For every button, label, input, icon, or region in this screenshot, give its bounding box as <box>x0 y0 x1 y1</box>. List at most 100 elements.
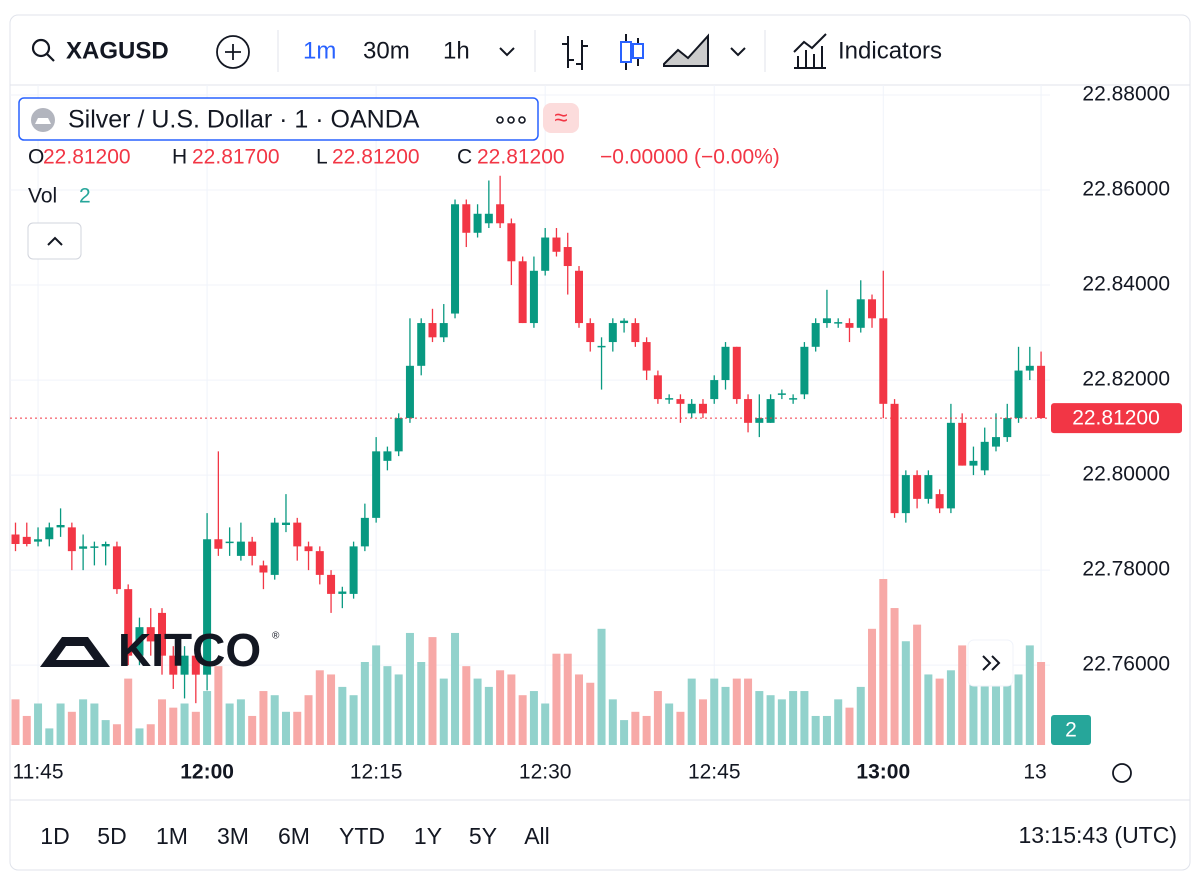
ohlc-value: 22.81200 <box>43 146 131 169</box>
volume-bar <box>439 678 448 745</box>
x-tick-label: 12:30 <box>519 761 572 784</box>
volume-bar <box>203 691 212 745</box>
candle-body <box>191 655 200 675</box>
search-icon[interactable] <box>31 38 51 58</box>
candle-body <box>158 612 167 656</box>
bars-icon[interactable] <box>562 36 588 70</box>
status-badge[interactable] <box>543 103 579 133</box>
range-button[interactable]: YTD <box>339 823 385 849</box>
volume-bar <box>642 715 651 745</box>
symbol[interactable]: XAGUSD <box>66 37 169 64</box>
volume-bar <box>67 711 76 745</box>
candle-body <box>597 345 606 348</box>
more-icon[interactable] <box>496 116 526 124</box>
status-icon: ≈ <box>554 104 567 131</box>
indicators-icon[interactable] <box>793 33 827 69</box>
candle-body <box>304 546 313 552</box>
candle-body <box>462 204 471 233</box>
volume-bar <box>811 715 820 745</box>
volume-bar <box>822 715 831 745</box>
volume-bar <box>777 699 786 745</box>
y-tick-label: 22.78000 <box>1082 558 1170 581</box>
volume-bar <box>575 674 583 745</box>
watermark-mark: ® <box>272 631 280 642</box>
candle-body <box>11 534 20 545</box>
candle-body <box>946 422 955 509</box>
range-button[interactable]: 5Y <box>469 823 497 849</box>
chevron[interactable] <box>499 47 515 57</box>
candle-body <box>879 318 888 404</box>
volume-bar <box>586 682 595 745</box>
candle-body <box>868 299 877 319</box>
ohlc-key: C <box>457 146 472 169</box>
candle-body <box>563 247 572 267</box>
candle-body <box>642 342 651 371</box>
volume-bar <box>901 641 910 745</box>
volume-bar <box>315 670 324 745</box>
candle-body <box>22 536 31 545</box>
volume-bar <box>597 628 606 745</box>
candle-body <box>732 346 741 400</box>
volume-bar <box>462 666 471 745</box>
chevron[interactable] <box>730 47 746 57</box>
interval[interactable]: 1m <box>303 37 336 64</box>
volume-bar <box>732 678 741 745</box>
range-button[interactable]: 1Y <box>414 823 442 849</box>
volume-bar <box>101 720 110 745</box>
vol-label: Vol <box>28 185 57 208</box>
area-icon[interactable] <box>663 33 709 67</box>
candle-body <box>293 522 302 547</box>
candle-body <box>608 323 617 343</box>
candle-body <box>653 375 662 400</box>
range-button[interactable]: All <box>524 823 550 849</box>
collapse-button[interactable] <box>27 222 82 260</box>
volume-bar <box>1014 674 1023 745</box>
volume-bar <box>766 695 775 745</box>
volume-bar <box>676 711 685 745</box>
x-tick-label: 12:00 <box>180 761 234 784</box>
candle-body <box>991 437 1000 447</box>
indicators-button[interactable]: Indicators <box>838 37 942 64</box>
candle-body <box>338 591 347 594</box>
candle-body <box>698 403 707 414</box>
compare-button[interactable] <box>216 35 250 69</box>
candle-body <box>766 399 775 423</box>
x-tick-label: 12:15 <box>350 761 403 784</box>
clock: 13:15:43 (UTC) <box>1018 822 1177 848</box>
volume-bar <box>304 695 313 745</box>
range-button[interactable]: 6M <box>278 823 310 849</box>
range-button[interactable]: 3M <box>217 823 249 849</box>
volume-bar <box>293 711 302 745</box>
candle-body <box>631 323 640 343</box>
interval[interactable]: 1h <box>443 37 470 64</box>
volume-bar <box>372 645 381 745</box>
volume-bar <box>698 699 707 745</box>
candle-body <box>744 399 753 423</box>
candle-body <box>552 237 561 252</box>
candle-body <box>1014 370 1023 419</box>
candle-body <box>383 451 392 461</box>
last-price-badge <box>1051 403 1182 434</box>
range-button[interactable]: 5D <box>97 823 126 849</box>
range-button[interactable]: 1M <box>156 823 188 849</box>
volume-bar <box>79 699 88 745</box>
interval[interactable]: 30m <box>363 37 410 64</box>
candle-body <box>112 546 121 590</box>
volume-bar <box>169 707 178 745</box>
candle-body <box>439 323 448 338</box>
y-tick-label: 22.86000 <box>1082 178 1170 201</box>
volume-badge-label: 2 <box>1065 719 1077 742</box>
range-button[interactable]: 1D <box>40 823 69 849</box>
volume-bar <box>270 695 279 745</box>
volume-bar <box>191 711 200 745</box>
y-tick-label: 22.88000 <box>1082 83 1170 106</box>
legend-box[interactable] <box>18 97 539 141</box>
candle-body <box>203 539 212 675</box>
candle-body <box>620 320 629 324</box>
settings-button[interactable] <box>1112 763 1132 783</box>
volume-bar <box>958 645 967 745</box>
watermark-text: KITCO <box>118 624 261 676</box>
candle-body <box>372 451 381 518</box>
symbol-icon <box>35 118 51 124</box>
